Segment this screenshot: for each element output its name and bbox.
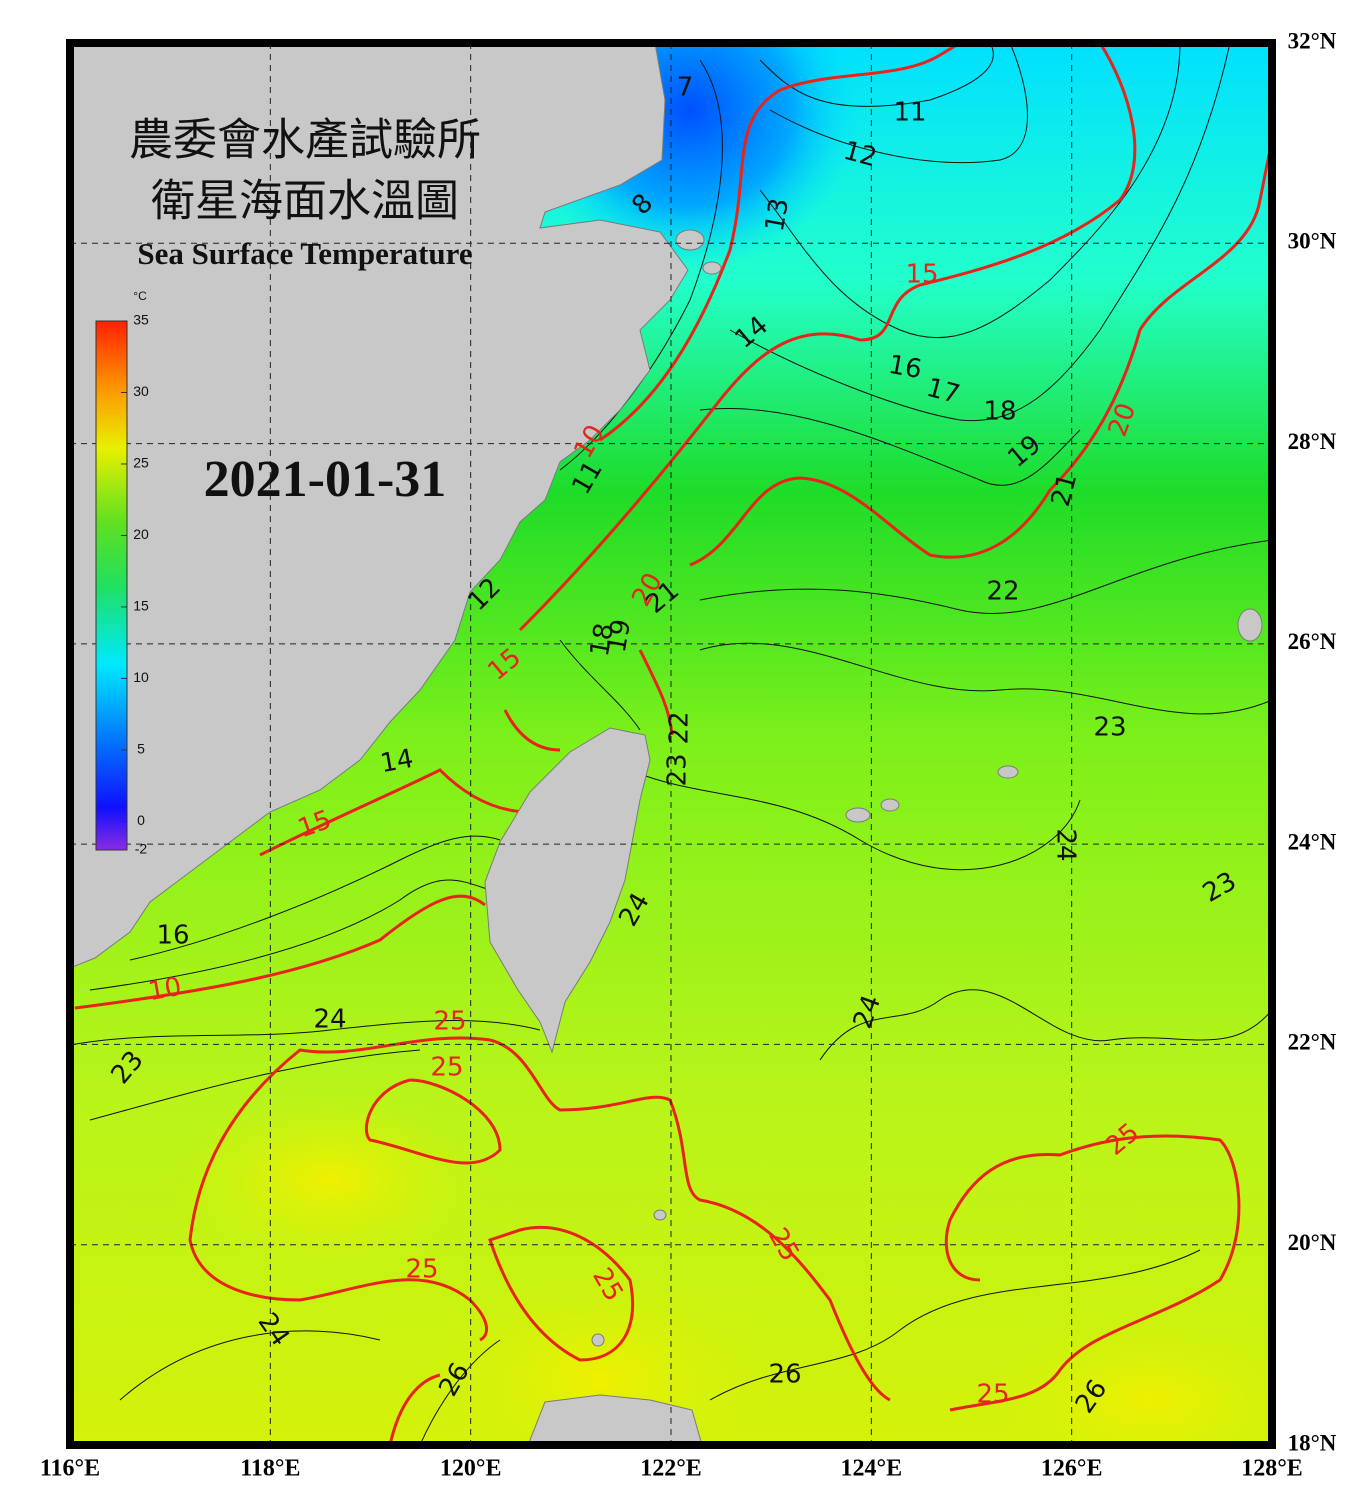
- lat-label: 32°N: [1288, 28, 1337, 53]
- mainland-china: [70, 43, 689, 969]
- lat-label: 18°N: [1288, 1430, 1337, 1455]
- island: [702, 261, 722, 275]
- axis-labels: 116°E 118°E 120°E 122°E 124°E 126°E 128°E 32°N 3…: [40, 28, 1337, 1481]
- colorbar-tick-label: 0: [137, 812, 145, 828]
- colorbar: [95, 320, 128, 851]
- contour-label: 22: [665, 711, 695, 744]
- title-zh: 農委會水產試驗所: [129, 115, 481, 166]
- colorbar-ticks: 35 30 25 20 15 10 5 0 -2: [121, 312, 149, 857]
- contour-label: 14: [378, 744, 416, 779]
- colorbar-tick-label: 5: [137, 741, 145, 757]
- contour-label: 24: [313, 1005, 346, 1035]
- lon-label: 122°E: [640, 1456, 702, 1482]
- contour-label: 15: [905, 260, 938, 290]
- contour-label: 11: [893, 98, 926, 128]
- contour-label: 23: [663, 753, 693, 786]
- title-zh: 衛星海面水溫圖: [151, 176, 459, 227]
- contour-label: 22: [986, 577, 1019, 607]
- colorbar-tick-label: 30: [133, 383, 149, 399]
- contour-label: 26: [768, 1360, 801, 1390]
- land: [70, 43, 1263, 1445]
- luzon: [527, 1394, 703, 1445]
- lat-label: 30°N: [1288, 229, 1337, 254]
- island: [675, 229, 705, 251]
- lon-label: 120°E: [440, 1456, 502, 1482]
- lat-label: 28°N: [1288, 429, 1337, 454]
- colorbar-tick-label: 20: [133, 526, 149, 542]
- taiwan: [484, 727, 651, 1054]
- contour-label: 18: [585, 621, 620, 659]
- contour-label: 7: [677, 73, 694, 103]
- contour-label: 24: [1051, 828, 1081, 861]
- warm-water: [980, 1310, 1272, 1445]
- colorbar-tick-label: -2: [135, 841, 148, 857]
- colorbar-tick-label: 10: [133, 669, 149, 685]
- date: 2021-01-31: [204, 451, 447, 508]
- lon-label: 118°E: [240, 1456, 300, 1482]
- contour-label: 13: [760, 196, 795, 234]
- contour-label: 18: [983, 397, 1016, 427]
- contour-label: 16: [156, 921, 189, 951]
- island: [591, 1333, 605, 1347]
- lon-label: 126°E: [1041, 1456, 1103, 1482]
- colorbar-tick-label: 25: [133, 455, 149, 471]
- isotherms: [70, 43, 1272, 1445]
- colorbar-tick-label: 15: [133, 598, 149, 614]
- lon-label: 116°E: [40, 1456, 100, 1482]
- island: [845, 807, 871, 823]
- contour-label: 10: [146, 972, 184, 1007]
- contour-label: 25: [430, 1053, 463, 1083]
- contour-label: 16: [886, 350, 924, 385]
- island: [653, 1209, 667, 1221]
- contour-label: 25: [433, 1007, 466, 1037]
- contour-label: 23: [1093, 713, 1126, 743]
- island: [1237, 608, 1263, 642]
- colorbar-unit: °C: [133, 289, 147, 303]
- warm-water: [170, 1090, 490, 1270]
- island: [880, 798, 900, 812]
- frame: [66, 39, 1276, 1449]
- title-en: Sea Surface Temperature: [137, 236, 472, 271]
- lat-label: 20°N: [1288, 1230, 1337, 1255]
- lat-label: 22°N: [1288, 1030, 1337, 1055]
- contour-label: 19: [602, 617, 637, 655]
- island: [997, 765, 1019, 779]
- graticule: [70, 43, 1272, 1445]
- lat-label: 26°N: [1288, 629, 1337, 654]
- contour-label: 25: [405, 1255, 438, 1285]
- contour-label: 25: [976, 1380, 1009, 1410]
- lat-label: 24°N: [1288, 829, 1337, 854]
- lon-label: 124°E: [841, 1456, 903, 1482]
- major-isotherms: [74, 43, 1272, 1445]
- lon-label: 128°E: [1241, 1456, 1303, 1482]
- colorbar-tick-label: 35: [133, 312, 149, 328]
